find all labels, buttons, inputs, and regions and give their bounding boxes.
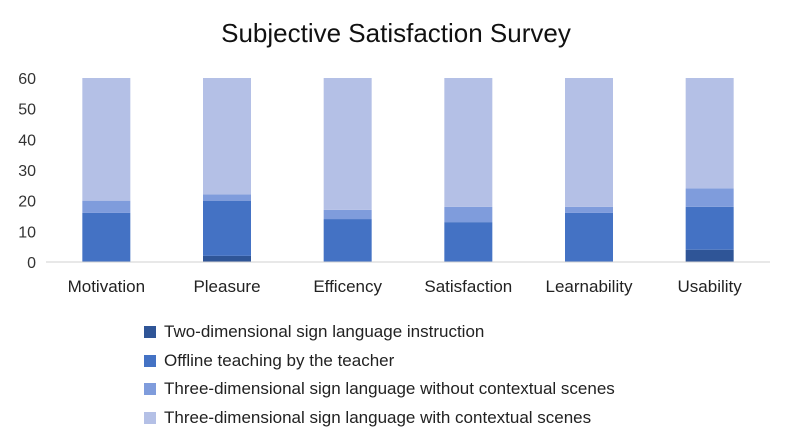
- legend-label: Three-dimensional sign language with con…: [164, 407, 592, 427]
- legend-label: Two-dimensional sign language instructio…: [164, 322, 485, 342]
- x-tick-label: Efficency: [313, 277, 382, 296]
- x-axis: Motivation Pleasure Efficency Satisfaction L…: [68, 277, 743, 296]
- bar-segment: [203, 200, 251, 256]
- bar-segment: [685, 78, 734, 189]
- x-tick-label: Learnability: [546, 277, 633, 296]
- legend: Two-dimensional sign language instructio…: [144, 318, 615, 432]
- bar-segment: [685, 188, 734, 207]
- legend-item: Three-dimensional sign language without …: [144, 375, 615, 404]
- bar-segment: [444, 222, 493, 262]
- legend-swatch: [144, 411, 156, 424]
- bar-segment: [203, 255, 251, 262]
- y-tick-label: 10: [18, 224, 36, 241]
- bar-segment: [444, 78, 493, 207]
- legend-label: Offline teaching by the teacher: [164, 350, 395, 370]
- x-tick-label: Motivation: [68, 277, 145, 296]
- bar-segment: [565, 206, 613, 213]
- bar-segment: [82, 212, 131, 262]
- bar-segment: [323, 219, 372, 262]
- legend-item: Two-dimensional sign language instructio…: [144, 318, 615, 347]
- legend-item: Three-dimensional sign language with con…: [144, 404, 615, 433]
- bar-segment: [323, 209, 372, 220]
- bar-segment: [323, 78, 372, 210]
- bar-segment: [565, 212, 613, 262]
- bar-segment: [565, 78, 613, 207]
- y-tick-label: 30: [18, 163, 36, 180]
- bar-segment: [444, 206, 493, 223]
- y-tick-label: 20: [18, 194, 36, 211]
- bar-segment: [685, 249, 734, 262]
- bar-segment: [82, 78, 131, 201]
- legend-item: Offline teaching by the teacher: [144, 347, 615, 376]
- y-tick-label: 60: [18, 71, 36, 88]
- bar-segment: [203, 194, 251, 201]
- y-tick-label: 0: [27, 255, 36, 272]
- bar-segment: [82, 200, 131, 213]
- y-axis: 0 10 20 30 40 50 60: [18, 71, 36, 272]
- legend-swatch: [144, 326, 156, 339]
- legend-swatch: [144, 383, 156, 396]
- legend-label: Three-dimensional sign language without …: [164, 379, 615, 399]
- x-tick-label: Satisfaction: [424, 277, 512, 296]
- chart-title: Subjective Satisfaction Survey: [221, 18, 571, 48]
- y-tick-label: 40: [18, 132, 36, 149]
- x-tick-label: Usability: [678, 277, 743, 296]
- bar-segment: [203, 78, 251, 195]
- bars: [82, 78, 734, 262]
- y-tick-label: 50: [18, 102, 36, 119]
- legend-swatch: [144, 354, 156, 367]
- bar-segment: [685, 206, 734, 250]
- x-tick-label: Pleasure: [193, 277, 260, 296]
